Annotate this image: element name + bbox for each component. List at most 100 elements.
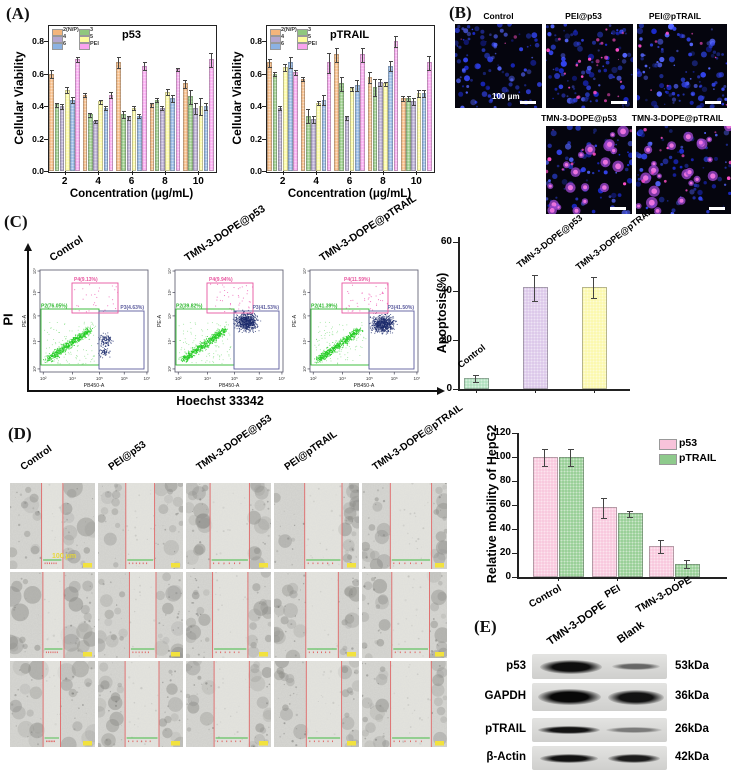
legend-label: 5: [308, 34, 312, 40]
flow-x-tick-label: 10⁶: [391, 376, 398, 381]
flow-x-tick-label: 10⁶: [121, 376, 128, 381]
fluorescence-image: [545, 23, 636, 110]
bar: [617, 513, 643, 577]
y-tick-mark: [44, 138, 48, 140]
flow-y-axis-name: PE-A: [22, 314, 28, 327]
error-bar: [132, 106, 137, 112]
gate-label: P4(9.94%): [209, 277, 233, 283]
x-tick-label: 2: [61, 176, 68, 187]
flow-y-tick-label: 10⁷: [167, 268, 172, 274]
error-bar: [170, 94, 175, 104]
legend-swatch: [79, 35, 90, 43]
x-tick-mark: [674, 577, 675, 581]
wound-image: [185, 567, 276, 659]
error-bar: [383, 81, 388, 87]
flow-y-tick-label: 10⁵: [302, 312, 307, 319]
legend-swatch: [79, 28, 90, 36]
pi-axis-arrowhead-icon: [24, 243, 32, 251]
error-bar: [393, 36, 398, 49]
x-tick-mark: [476, 389, 477, 393]
flow-x-tick-label: 10⁶: [256, 376, 263, 381]
error-bar: [542, 448, 548, 468]
y-tick-label: 0: [446, 383, 452, 394]
legend-swatch: [270, 28, 281, 36]
legend-label: 3: [90, 27, 94, 33]
y-tick-label: 60: [440, 235, 452, 247]
error-bar: [360, 47, 365, 63]
fluorescence-image-label: PEI@p53: [565, 11, 602, 21]
scale-bar-label: 100 μm: [52, 553, 76, 560]
wound-image: [91, 572, 186, 665]
error-bar: [532, 275, 538, 302]
legend-swatch: [52, 42, 63, 50]
legend-label: 6: [63, 41, 67, 47]
error-bar: [591, 277, 597, 300]
fluorescence-image-label: TMN-3-DOPE@p53: [541, 113, 617, 123]
legend-label: 2(N/P): [281, 27, 297, 33]
fluorescence-image-label: TMN-3-DOPE@pTRAIL: [631, 113, 724, 123]
x-tick-label: 8: [162, 176, 168, 187]
blot-row-label: GAPDH: [484, 690, 526, 702]
gate-label: P4(11.59%): [344, 277, 370, 283]
error-bar: [378, 78, 383, 88]
flow-x-tick-label: 10⁷: [414, 376, 420, 381]
y-tick-label: 0.0: [250, 166, 262, 176]
blot-strip: [532, 683, 667, 711]
blot-kda-label: 42kDa: [675, 751, 709, 763]
error-bar: [54, 102, 59, 109]
gate-label: P3(4.63%): [120, 305, 144, 311]
x-tick-mark: [131, 171, 133, 175]
flow-y-tick-label: 10⁴: [167, 338, 172, 345]
wound-image: [360, 482, 452, 572]
y-tick-mark: [262, 41, 266, 43]
gate-label: P3(41.50%): [388, 305, 415, 311]
flow-y-tick-label: 10⁴: [302, 338, 307, 345]
wound-image: [97, 479, 186, 570]
error-bar: [627, 511, 633, 518]
flow-x-tick-label: 10²: [175, 376, 182, 381]
y-tick-label: 0.4: [250, 101, 262, 112]
plot-box: [48, 25, 217, 173]
flow-x-tick-label: 10²: [40, 376, 47, 381]
flow-plot: P4(9.94%) P2(39.82%) P3(41.53%) 10² 10⁴ 10⁵ 10…: [153, 267, 286, 402]
y-tick-label: 0.2: [32, 133, 44, 144]
legend-swatch: [270, 42, 281, 50]
error-bar: [401, 96, 406, 102]
x-tick-label: 4: [95, 176, 101, 187]
fluorescence-image: [633, 121, 733, 216]
flow-y-tick-label: 10⁵: [32, 312, 37, 319]
y-tick-label: 0.2: [250, 133, 262, 144]
error-bar: [339, 76, 344, 92]
error-bar: [70, 97, 75, 105]
y-tick-mark: [262, 73, 266, 75]
flow-x-tick-label: 10⁴: [69, 376, 76, 381]
gate-label: P2(39.82%): [176, 304, 203, 310]
y-tick-label: 0.4: [32, 101, 44, 112]
y-tick-mark: [453, 339, 458, 342]
flow-x-axis-name: PB450-A: [354, 383, 375, 389]
error-bar: [311, 115, 316, 125]
hoechst-axis-arrow: [27, 390, 439, 392]
blot-kda-label: 53kDa: [675, 659, 709, 672]
plot-box: [266, 25, 435, 173]
bar-label: Control: [455, 342, 487, 371]
error-bar: [183, 80, 188, 89]
x-tick-mark: [198, 171, 200, 175]
blot-band: [538, 726, 600, 734]
error-bar: [422, 89, 427, 99]
x-tick-mark: [164, 171, 166, 175]
error-bar: [388, 60, 393, 73]
flow-y-tick-label: 10⁶: [167, 289, 172, 296]
flow-y-axis-name: PE-A: [157, 314, 163, 327]
wound-image: 100 μm: [7, 477, 101, 571]
flow-x-tick-label: 10²: [310, 376, 317, 381]
y-tick-label: 120: [494, 427, 511, 438]
x-tick-mark: [382, 171, 384, 175]
error-bar: [175, 67, 180, 72]
legend-swatch: [659, 439, 677, 450]
flow-y-tick-label: 10²: [167, 365, 172, 372]
blot-kda-label: 36kDa: [675, 690, 709, 702]
y-tick-label: 20: [440, 333, 452, 345]
y-tick-mark: [262, 138, 266, 140]
flow-x-tick-label: 10⁵: [96, 376, 103, 381]
